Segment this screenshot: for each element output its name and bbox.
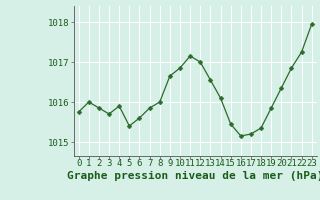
X-axis label: Graphe pression niveau de la mer (hPa): Graphe pression niveau de la mer (hPa): [67, 171, 320, 181]
